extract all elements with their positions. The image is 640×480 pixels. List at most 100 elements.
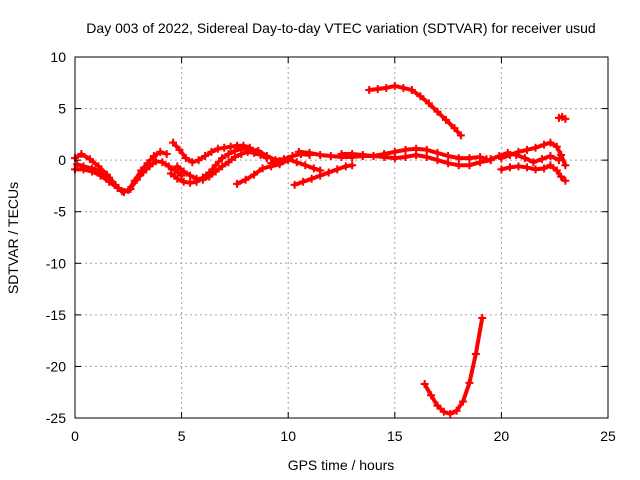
data-point <box>96 167 105 176</box>
data-point <box>175 145 184 154</box>
data-point <box>561 176 570 185</box>
data-point <box>158 158 167 167</box>
data-point <box>433 401 442 410</box>
data-point <box>512 150 521 159</box>
data-point <box>220 143 229 152</box>
data-point <box>497 165 506 174</box>
data-point <box>326 152 335 161</box>
data-point <box>188 158 197 167</box>
data-point <box>77 149 86 158</box>
x-tick-label: 25 <box>600 428 616 444</box>
data-point <box>120 188 129 197</box>
data-point <box>522 145 531 154</box>
data-point <box>540 164 549 173</box>
data-point <box>139 168 148 177</box>
y-tick-label: 5 <box>58 101 66 117</box>
data-point <box>554 156 563 165</box>
data-point <box>446 409 455 418</box>
data-point <box>156 147 165 156</box>
data-point <box>145 162 154 171</box>
data-point <box>233 179 242 188</box>
data-point <box>557 172 566 181</box>
data-point <box>179 167 188 176</box>
data-point <box>433 156 442 165</box>
data-point <box>522 163 531 172</box>
data-point <box>531 143 540 152</box>
data-point <box>546 152 555 161</box>
data-point <box>162 149 171 158</box>
data-point <box>465 378 474 387</box>
data-point <box>456 131 465 140</box>
data-point <box>341 162 350 171</box>
data-point <box>218 154 227 163</box>
data-point <box>557 150 566 159</box>
data-point <box>529 158 538 167</box>
x-axis-label: GPS time / hours <box>288 457 395 473</box>
data-point <box>181 154 190 163</box>
x-tick-label: 15 <box>387 428 403 444</box>
data-point <box>450 124 459 133</box>
data-point <box>478 313 487 322</box>
data-point <box>382 83 391 92</box>
data-point <box>169 138 178 147</box>
y-tick-label: -15 <box>46 307 66 323</box>
data-point <box>186 178 195 187</box>
data-point <box>198 173 207 182</box>
series-track-5 <box>166 144 252 187</box>
chart-title: Day 003 of 2022, Sidereal Day-to-day VTE… <box>86 20 595 36</box>
data-point <box>390 147 399 156</box>
data-point <box>452 406 461 415</box>
data-point <box>390 81 399 90</box>
data-point <box>465 161 474 170</box>
data-point <box>309 164 318 173</box>
y-tick-label: -20 <box>46 358 66 374</box>
data-point <box>250 170 259 179</box>
data-point <box>427 391 436 400</box>
data-point <box>441 115 450 124</box>
data-point <box>132 175 141 184</box>
data-point <box>399 83 408 92</box>
y-tick-label: 0 <box>58 152 66 168</box>
data-point <box>213 144 222 153</box>
x-tick-label: 20 <box>494 428 510 444</box>
data-point <box>250 148 259 157</box>
series-track-13 <box>420 313 487 418</box>
data-point <box>471 350 480 359</box>
data-point <box>380 149 389 158</box>
data-point <box>407 86 416 95</box>
data-point <box>454 161 463 170</box>
data-point <box>444 152 453 161</box>
series-track-15 <box>497 161 570 185</box>
data-point <box>224 149 233 158</box>
data-point <box>552 166 561 175</box>
data-point <box>537 155 546 164</box>
data-point <box>433 107 442 116</box>
data-point <box>192 177 201 186</box>
data-point <box>258 164 267 173</box>
data-point <box>284 155 293 164</box>
data-point <box>177 171 186 180</box>
data-point <box>149 152 158 161</box>
x-tick-label: 0 <box>71 428 79 444</box>
data-point <box>152 157 161 166</box>
data-point <box>299 177 308 186</box>
data-point <box>316 166 325 175</box>
series-trail <box>499 163 568 183</box>
data-point <box>254 146 263 155</box>
y-axis-label: SDTVAR / TECUs <box>5 182 21 294</box>
data-point <box>337 149 346 158</box>
data-point <box>420 379 429 388</box>
data-point <box>316 150 325 159</box>
data-point <box>476 153 485 162</box>
series-trail <box>422 316 485 416</box>
data-point <box>552 142 561 151</box>
data-point <box>73 160 82 169</box>
data-point <box>505 163 514 172</box>
data-point <box>290 180 299 189</box>
x-tick-label: 10 <box>280 428 296 444</box>
data-point <box>173 162 182 171</box>
data-point <box>348 149 357 158</box>
data-point <box>243 144 252 153</box>
series-track-17 <box>554 112 570 123</box>
